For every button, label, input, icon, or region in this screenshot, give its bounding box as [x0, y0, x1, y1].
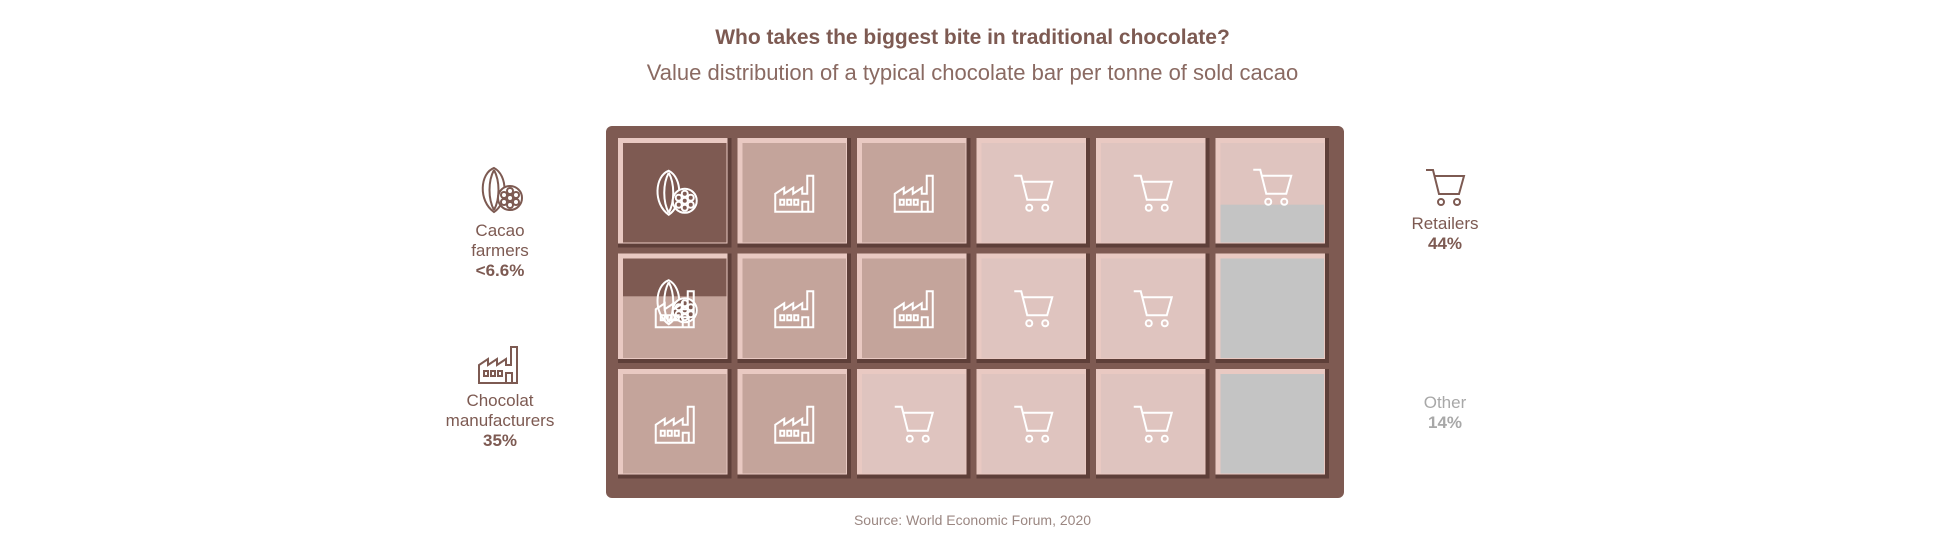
- shopping-cart-icon: [894, 405, 935, 443]
- waffle-cell: [976, 253, 1090, 363]
- cacao-pod-icon: [656, 169, 698, 216]
- legend-manufacturers: Chocolat manufacturers 35%: [430, 345, 570, 451]
- cell-fill-other: [1220, 258, 1324, 358]
- cell-fill-retailers: [981, 374, 1085, 474]
- waffle-cell: [857, 369, 971, 479]
- legend-other-name: Other: [1423, 393, 1467, 412]
- cell-fill-retailers: [862, 374, 966, 474]
- legend-farmers-name: Cacao farmers: [471, 221, 529, 260]
- cell-fill-retailers: [1101, 374, 1205, 474]
- shopping-cart-icon: [1133, 174, 1174, 212]
- legend-manufacturers-name: Chocolat manufacturers: [445, 391, 555, 430]
- factory-icon: [654, 290, 695, 329]
- factory-icon: [893, 290, 934, 329]
- cell-fill-retailers: [1101, 258, 1205, 358]
- legend-other: Other 14%: [1395, 393, 1495, 433]
- shopping-cart-icon: [1014, 405, 1054, 443]
- chart-title: Who takes the biggest bite in traditiona…: [715, 26, 1230, 49]
- factory-icon: [774, 290, 815, 329]
- source-note: Source: World Economic Forum, 2020: [853, 512, 1092, 528]
- factory-icon: [893, 174, 934, 213]
- waffle-cell: [1215, 253, 1329, 363]
- shopping-cart-icon: [1253, 168, 1293, 206]
- legend-retailers: Retailers 44%: [1395, 166, 1495, 254]
- waffle-cell: [1096, 138, 1210, 248]
- legend-retailers-name: Retailers: [1411, 214, 1479, 233]
- cell-fill-other: [1220, 374, 1324, 474]
- shopping-cart-icon: [1426, 169, 1466, 206]
- waffle-cell: [857, 253, 971, 363]
- chocolate-bar-chart: [606, 126, 1344, 498]
- waffle-cell: [618, 138, 732, 248]
- waffle-cell: [737, 253, 851, 363]
- legend-other-value: 14%: [1427, 413, 1463, 432]
- factory-icon: [774, 405, 815, 444]
- waffle-cell: [1215, 138, 1329, 248]
- waffle-cell: [976, 369, 1090, 479]
- waffle-cell: [618, 253, 732, 363]
- factory-icon: [774, 174, 815, 213]
- legend-manufacturers-value: 35%: [482, 431, 518, 450]
- waffle-cell: [1096, 369, 1210, 479]
- cell-fill-retailers: [981, 143, 1085, 243]
- cell-fill-farmers: [623, 258, 727, 297]
- legend-retailers-value: 44%: [1427, 234, 1463, 253]
- waffle-cell: [737, 138, 851, 248]
- shopping-cart-icon: [1133, 290, 1174, 328]
- legend-farmers-value: <6.6%: [475, 261, 525, 280]
- factory-icon: [654, 405, 695, 444]
- waffle-cell: [1215, 369, 1329, 479]
- waffle-cell: [976, 138, 1090, 248]
- shopping-cart-icon: [1014, 174, 1054, 212]
- legend-farmers: Cacao farmers <6.6%: [455, 165, 545, 281]
- shopping-cart-icon: [1133, 405, 1174, 443]
- cacao-pod-icon: [481, 166, 523, 214]
- cell-fill-retailers: [1220, 143, 1324, 205]
- waffle-cell: [737, 369, 851, 479]
- factory-icon: [478, 346, 518, 384]
- chart-subtitle: Value distribution of a typical chocolat…: [646, 60, 1299, 85]
- waffle-cell: [1096, 253, 1210, 363]
- shopping-cart-icon: [1014, 290, 1054, 328]
- cell-fill-retailers: [981, 258, 1085, 358]
- waffle-cell: [857, 138, 971, 248]
- cell-fill-retailers: [1101, 143, 1205, 243]
- waffle-cell: [618, 369, 732, 479]
